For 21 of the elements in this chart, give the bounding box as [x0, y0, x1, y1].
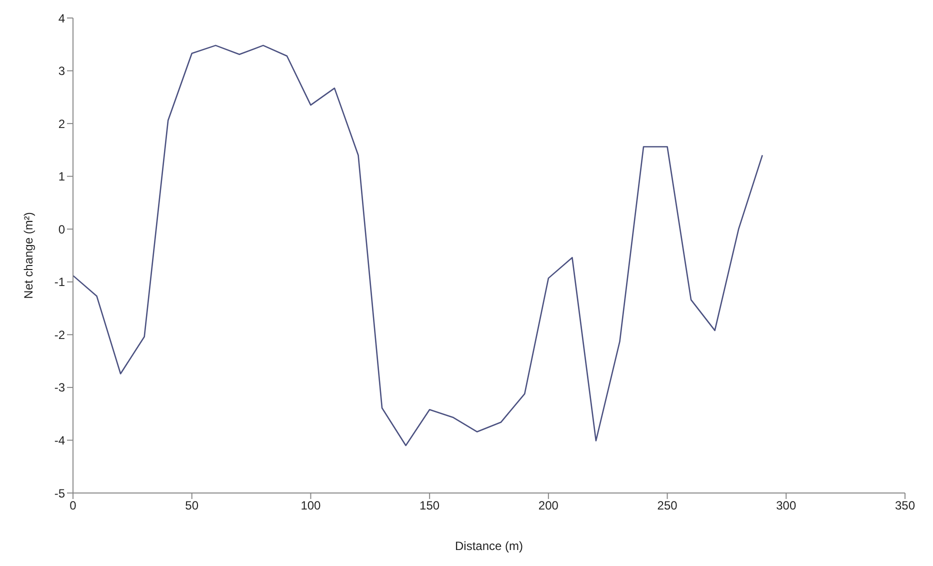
y-tick-label: -1 [54, 275, 66, 290]
x-tick-label: 150 [420, 498, 440, 513]
y-tick-label: -2 [54, 328, 66, 342]
y-tick-label: -3 [54, 380, 66, 395]
x-tick-label: 350 [894, 498, 916, 513]
line-series [73, 44, 764, 446]
y-tick-label: -4 [54, 433, 66, 448]
x-axis-title: Distance (m) [454, 539, 524, 553]
y-axis-title: Net change (m²) [21, 212, 36, 299]
x-tick-label: 0 [70, 498, 77, 513]
y-tick-label: 2 [58, 116, 66, 131]
y-tick-label: -5 [54, 486, 66, 500]
x-tick-label: 100 [300, 498, 322, 513]
y-tick-label: 3 [58, 64, 66, 78]
x-tick-label: 50 [185, 498, 199, 513]
x-tick-label: 200 [538, 498, 559, 513]
x-tick-label: 300 [776, 498, 796, 513]
y-tick-label: 0 [58, 222, 66, 236]
y-tick-label: 1 [58, 170, 66, 184]
y-tick-label: 4 [58, 11, 66, 26]
x-tick-label: 250 [657, 498, 678, 513]
